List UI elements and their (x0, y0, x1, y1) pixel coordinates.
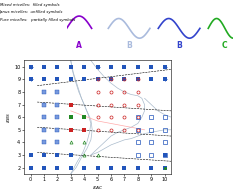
Y-axis label: $\varepsilon_{BS}$: $\varepsilon_{BS}$ (5, 112, 13, 123)
Text: B: B (176, 41, 182, 50)
Text: A: A (76, 41, 82, 50)
Text: Pure micelles:   partially filled symbols: Pure micelles: partially filled symbols (0, 18, 75, 22)
X-axis label: $\varepsilon_{AC}$: $\varepsilon_{AC}$ (92, 184, 103, 189)
Text: Mixed micelles:  filled symbols: Mixed micelles: filled symbols (0, 3, 60, 7)
Text: B: B (126, 41, 132, 50)
Text: Janus micelles:  unfilled symbols: Janus micelles: unfilled symbols (0, 10, 63, 14)
Text: C: C (222, 41, 228, 50)
